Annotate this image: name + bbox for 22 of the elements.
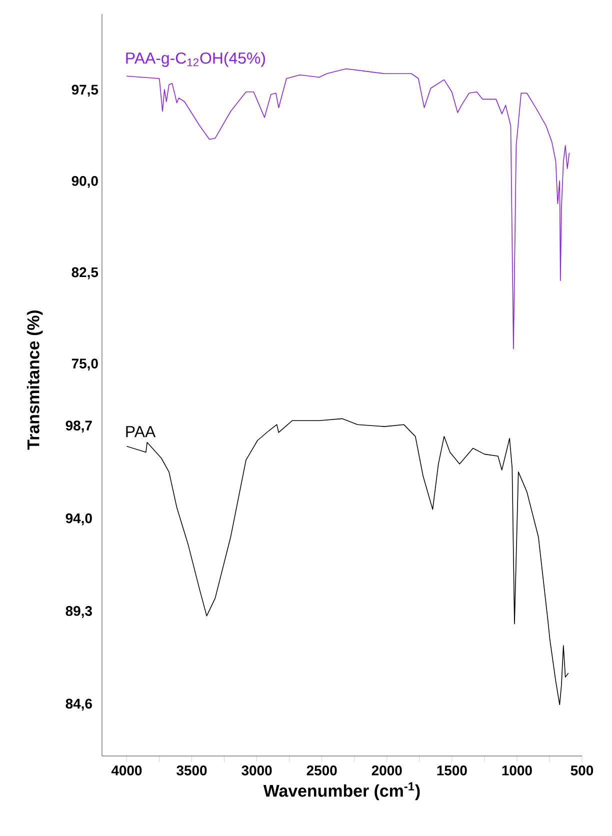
- x-tick-label: 2000: [372, 766, 402, 776]
- x-tick-label: 3000: [242, 766, 272, 776]
- line-series: [126, 418, 569, 706]
- y-tick-label: 89,3: [66, 606, 92, 618]
- y-tick-label: 90,0: [72, 176, 98, 188]
- x-tick-label: 3500: [176, 766, 207, 776]
- series-label: PAA: [126, 426, 156, 438]
- y-tick-label: 98,7: [66, 420, 92, 433]
- y-tick-label: 97,5: [72, 84, 98, 97]
- x-tick-label: 2500: [306, 766, 337, 776]
- line-series: [126, 68, 570, 350]
- x-tick-label: 4000: [111, 766, 142, 776]
- x-tick-label: 1500: [437, 766, 467, 776]
- x-tick-label: 1000: [502, 766, 532, 776]
- y-tick-label: 75,0: [72, 358, 98, 371]
- series-label: PAA-g-C$_{12}$OH(45%): [126, 52, 265, 67]
- y-tick-label: 94,0: [66, 513, 92, 526]
- y-axis-title: Transmitance (%): [26, 310, 43, 450]
- x-axis-title: Wavenumber (cm$^{-1}$): [263, 782, 420, 800]
- x-tick-label: 500: [570, 766, 594, 776]
- y-tick-label: 84,6: [66, 698, 92, 711]
- y-tick-label: 82,5: [72, 267, 98, 280]
